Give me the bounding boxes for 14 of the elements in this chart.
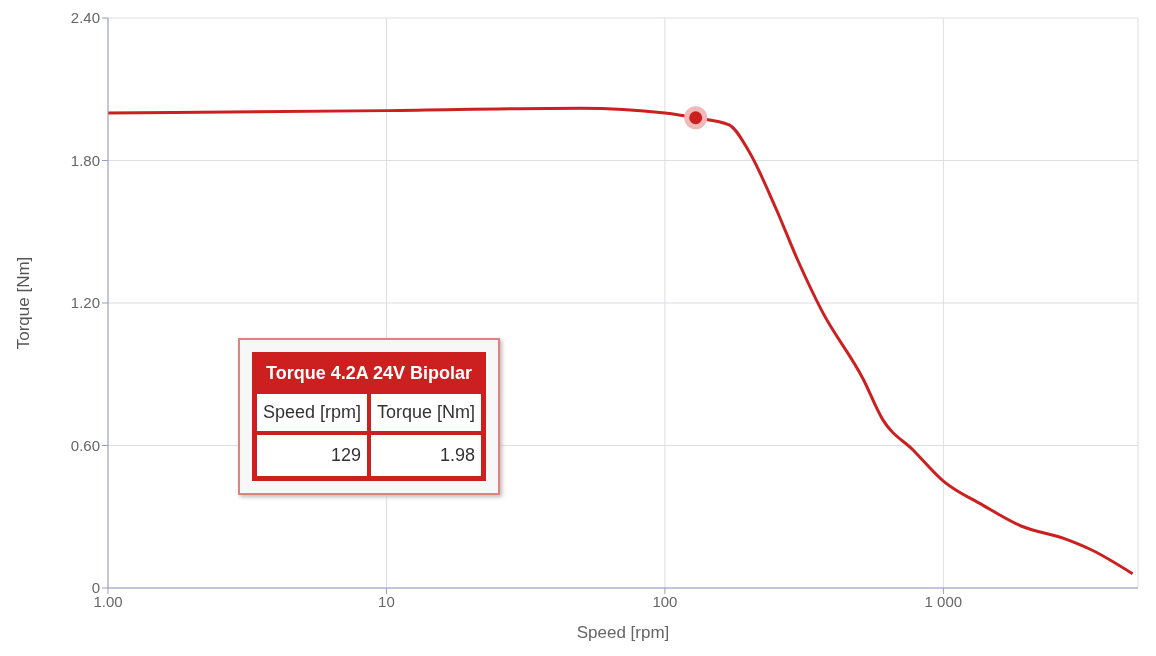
y-tick-label: 1.20 <box>70 294 100 312</box>
y-axis-title: Torque [Nm] <box>14 256 34 350</box>
y-tick-label: 1.80 <box>70 151 100 169</box>
x-tick-label: 1 000 <box>924 592 963 610</box>
text: Torque 4.2A 24V Bipolar <box>266 363 473 383</box>
annotation: 1.98 <box>369 433 484 478</box>
annotation: Speed [rpm] <box>255 392 370 433</box>
x-tick-label: 10 <box>378 592 395 610</box>
x-tick-label: 100 <box>652 592 678 610</box>
annotation: 129 <box>255 433 370 478</box>
y-tick-label: 0.60 <box>70 436 100 454</box>
y-tick-label: 2.40 <box>70 9 100 27</box>
annotation: Torque [Nm] <box>369 392 484 433</box>
x-axis-title: Speed [rpm] <box>576 623 670 642</box>
